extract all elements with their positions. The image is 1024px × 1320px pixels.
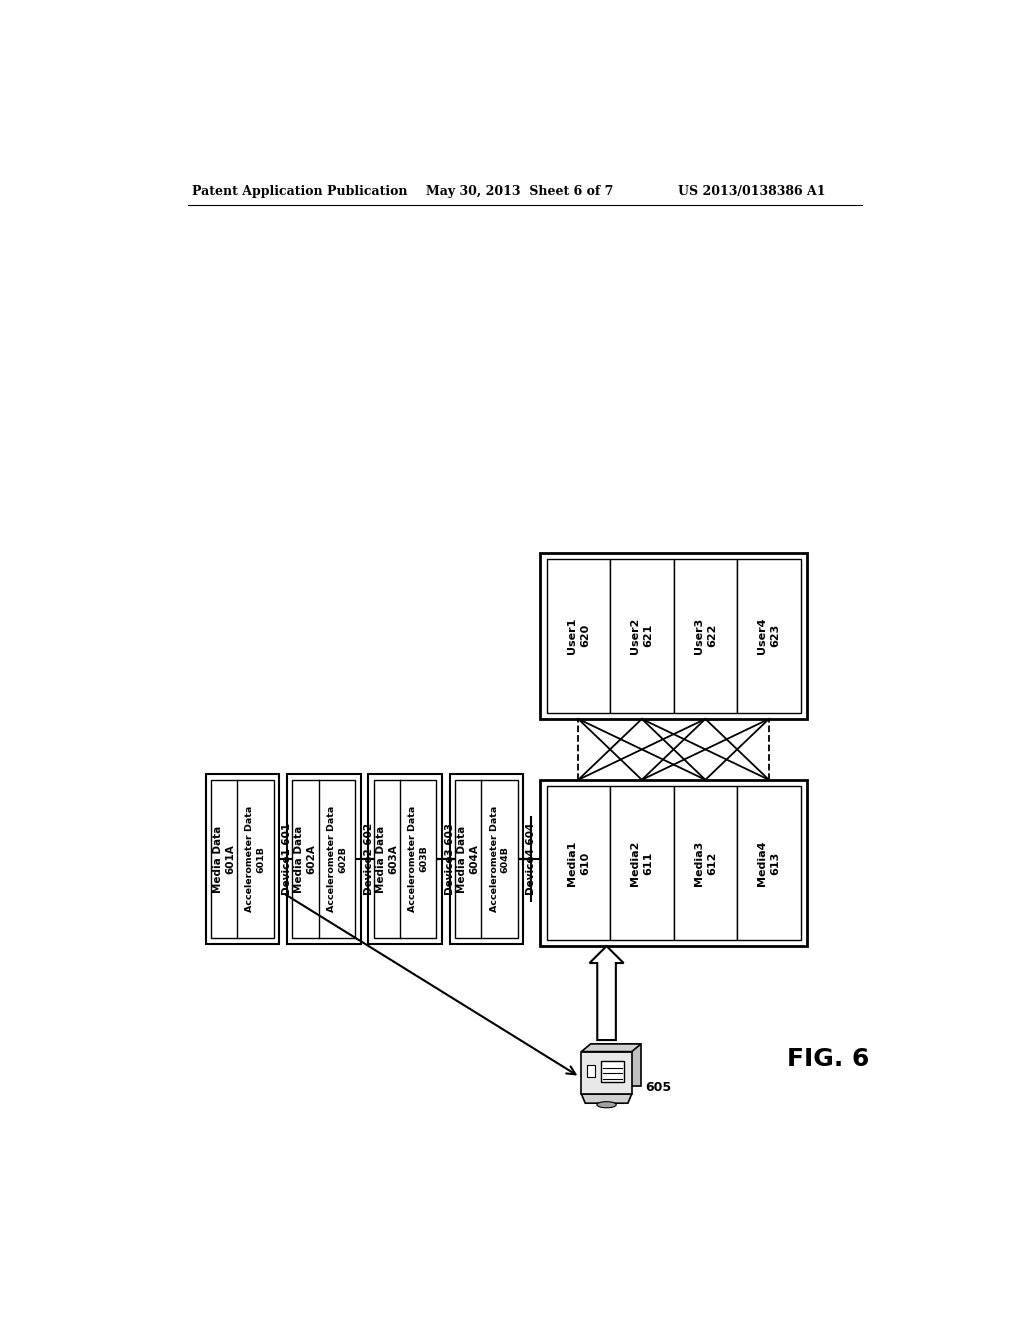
Text: Accelerometer Data
602B: Accelerometer Data 602B (327, 807, 347, 912)
Text: Accelerometer Data
603B: Accelerometer Data 603B (409, 807, 428, 912)
Bar (541, 780, 807, 946)
Text: Accelerometer Data
604B: Accelerometer Data 604B (489, 807, 510, 912)
Polygon shape (591, 1044, 641, 1086)
Text: Media2
611: Media2 611 (630, 841, 653, 886)
Text: Media1
610: Media1 610 (566, 841, 590, 886)
Text: Media3
612: Media3 612 (694, 841, 717, 886)
Text: Media Data
604A: Media Data 604A (457, 825, 479, 892)
Text: Media Data
603A: Media Data 603A (376, 825, 398, 892)
Ellipse shape (597, 1102, 616, 1107)
Bar (601, 1061, 624, 1082)
Bar (455, 780, 518, 939)
Bar (374, 780, 436, 939)
Bar (206, 775, 280, 944)
Text: US 2013/0138386 A1: US 2013/0138386 A1 (678, 185, 825, 198)
Text: Device1 601: Device1 601 (283, 824, 292, 895)
Bar (547, 558, 610, 713)
Text: Accelerometer Data
601B: Accelerometer Data 601B (246, 807, 265, 912)
Polygon shape (582, 1044, 641, 1052)
Bar (287, 775, 360, 944)
Text: User4
623: User4 623 (758, 618, 780, 653)
Text: Device3 603: Device3 603 (445, 824, 455, 895)
Text: Device4 604: Device4 604 (526, 822, 537, 895)
Bar (674, 785, 737, 940)
Text: FIG. 6: FIG. 6 (786, 1047, 869, 1072)
Text: User3
622: User3 622 (694, 618, 717, 653)
Bar (587, 1065, 595, 1077)
Text: Device2 602: Device2 602 (364, 824, 374, 895)
Text: User2
621: User2 621 (630, 618, 653, 653)
Bar (610, 785, 674, 940)
Text: Patent Application Publication: Patent Application Publication (191, 185, 408, 198)
Bar (674, 558, 737, 713)
Bar (737, 558, 801, 713)
Text: 605: 605 (645, 1081, 671, 1094)
Bar (547, 785, 610, 940)
Polygon shape (582, 1094, 632, 1104)
Text: May 30, 2013  Sheet 6 of 7: May 30, 2013 Sheet 6 of 7 (426, 185, 613, 198)
Text: Media Data
601A: Media Data 601A (213, 825, 236, 892)
Polygon shape (590, 946, 624, 1040)
Bar (369, 775, 442, 944)
Polygon shape (582, 1052, 632, 1094)
Text: Media4
613: Media4 613 (758, 841, 780, 886)
Text: Media Data
602A: Media Data 602A (294, 825, 316, 892)
Text: User1
620: User1 620 (566, 618, 590, 653)
Bar (737, 785, 801, 940)
Bar (450, 775, 523, 944)
Bar (541, 553, 807, 719)
Bar (292, 780, 355, 939)
Bar (211, 780, 273, 939)
Bar (610, 558, 674, 713)
